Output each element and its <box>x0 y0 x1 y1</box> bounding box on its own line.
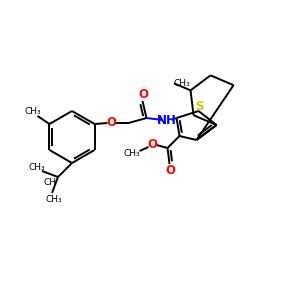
Text: CH: CH <box>43 178 56 187</box>
Text: CH₃: CH₃ <box>29 163 45 172</box>
Text: NH: NH <box>157 113 176 127</box>
Text: O: O <box>166 164 176 176</box>
Text: O: O <box>148 137 158 151</box>
Text: S: S <box>195 100 204 112</box>
Text: CH₃: CH₃ <box>123 148 140 158</box>
Text: CH₃: CH₃ <box>174 79 190 88</box>
Text: O: O <box>139 88 148 101</box>
Text: O: O <box>106 116 116 130</box>
Text: CH₃: CH₃ <box>24 107 41 116</box>
Text: CH₃: CH₃ <box>46 196 62 205</box>
